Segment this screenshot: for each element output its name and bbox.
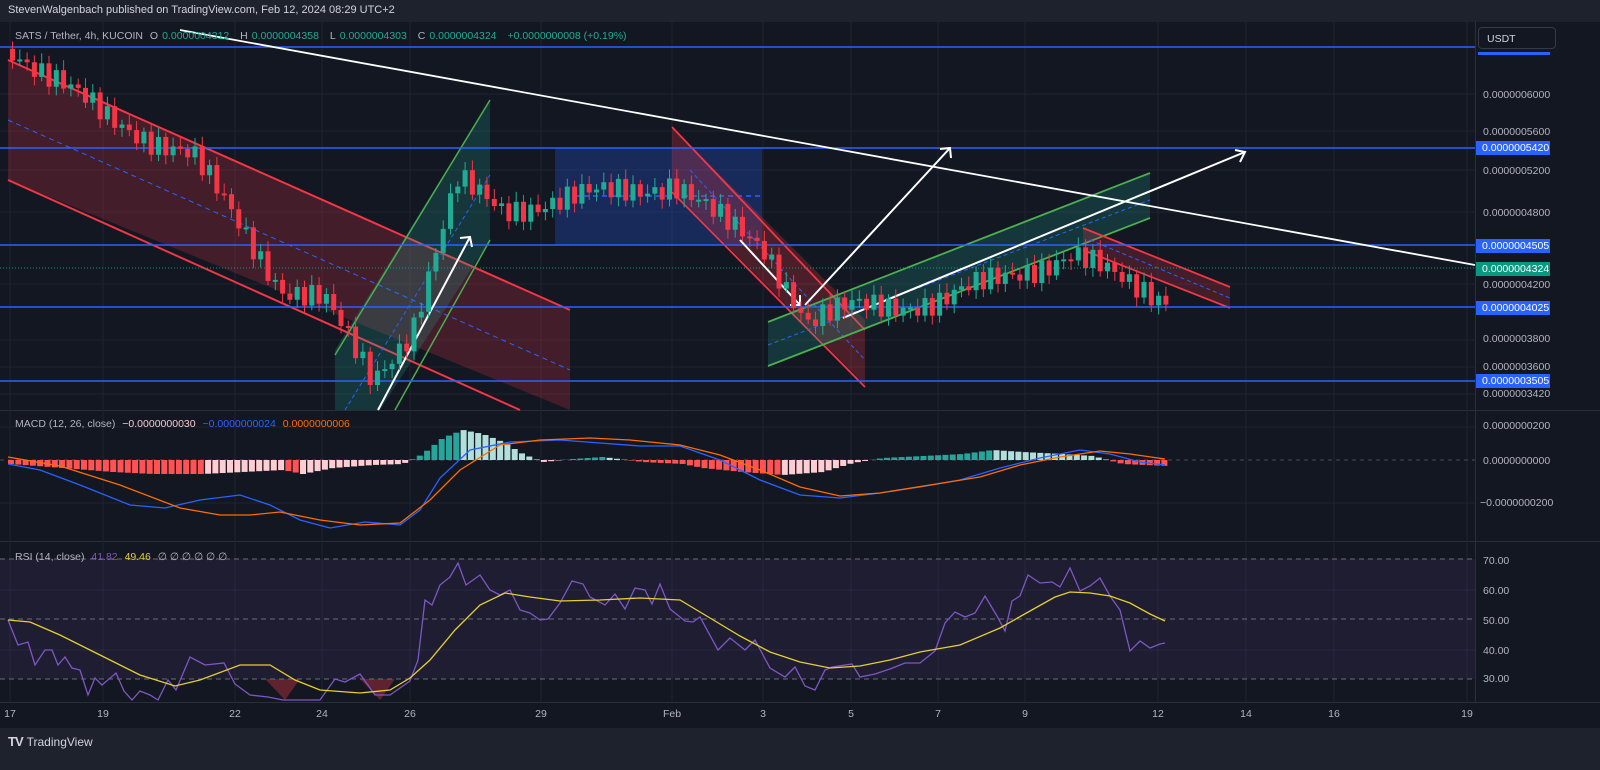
rsi-legend[interactable]: RSI (14, close) 41.82 49.46 ∅ ∅ ∅ ∅ ∅ ∅ <box>15 551 231 563</box>
time-tick: 22 <box>229 708 241 720</box>
rsi-tick: 70.00 <box>1483 555 1510 567</box>
price-tick: 0.0000003800 <box>1483 333 1551 345</box>
time-tick: 19 <box>97 708 109 720</box>
ohlc-low: L 0.0000004303 <box>329 30 407 42</box>
rsi-levels <box>0 558 1475 680</box>
signal-line <box>7 437 1166 526</box>
time-tick: 29 <box>535 708 547 720</box>
price-tick: 0.0000003600 <box>1483 361 1551 373</box>
time-tick: 9 <box>1022 708 1028 720</box>
last-price-tag: 0.0000004324 <box>1476 262 1550 276</box>
time-tick: 17 <box>4 708 16 720</box>
price-tick: 0.0000006000 <box>1483 89 1551 101</box>
macd-hist-value: −0.0000000030 <box>122 418 196 430</box>
rsi-ma-value: 49.46 <box>124 551 151 563</box>
rsi-tick: 30.00 <box>1483 673 1510 685</box>
rsi-extra: ∅ ∅ ∅ ∅ ∅ ∅ <box>157 551 228 563</box>
macd-tick: −0.0000000200 <box>1480 497 1554 509</box>
time-tick: 24 <box>316 708 328 720</box>
tradingview-logo-icon: TV <box>8 734 24 749</box>
ohlc-high: H 0.0000004358 <box>240 30 319 42</box>
currency-underline <box>1478 52 1550 55</box>
rsi-title: RSI (14, close) <box>15 551 85 563</box>
time-tick: 19 <box>1461 708 1473 720</box>
rsi-tick: 40.00 <box>1483 645 1510 657</box>
time-tick: 7 <box>935 708 941 720</box>
brand-name: TradingView <box>26 734 93 749</box>
time-tick: 14 <box>1240 708 1252 720</box>
rsi-line <box>7 561 1166 701</box>
level-tag: 0.0000004025 <box>1476 301 1550 315</box>
level-tag: 0.0000003505 <box>1476 374 1550 388</box>
ohlc-open: O 0.0000004312 <box>149 30 230 42</box>
time-tick: 3 <box>760 708 766 720</box>
vertical-grid <box>9 22 1468 702</box>
price-change: +0.0000000008 (+0.19%) <box>507 30 627 42</box>
time-tick: 26 <box>404 708 416 720</box>
rsi-tick: 50.00 <box>1483 615 1510 627</box>
footer-brand[interactable]: TV TradingView <box>8 734 93 749</box>
symbol-title: SATS / Tether, 4h, KUCOIN <box>15 30 143 42</box>
macd-legend[interactable]: MACD (12, 26, close) −0.0000000030 −0.00… <box>15 418 354 430</box>
price-tick: 0.0000004800 <box>1483 207 1551 219</box>
price-tick: 0.0000003420 <box>1483 388 1551 400</box>
time-tick: 12 <box>1152 708 1164 720</box>
macd-tick: 0.0000000000 <box>1483 455 1551 467</box>
level-tag: 0.0000005420 <box>1476 141 1550 155</box>
time-tick: 5 <box>848 708 854 720</box>
rsi-ma-line <box>7 591 1166 694</box>
rsi-tick: 60.00 <box>1483 585 1510 597</box>
descending-trendline <box>179 29 1476 266</box>
ohlc-close: C 0.0000004324 <box>417 30 497 42</box>
chart-area[interactable]: SATS / Tether, 4h, KUCOIN O 0.0000004312 … <box>0 22 1600 728</box>
macd-signal-value: 0.0000000006 <box>282 418 350 430</box>
publisher-line: StevenWalgenbach published on TradingVie… <box>8 4 395 16</box>
green-channel-1 <box>335 100 490 410</box>
rsi-value: 41.82 <box>91 551 118 563</box>
chart-canvas[interactable] <box>0 22 1600 728</box>
price-tick: 0.0000005600 <box>1483 126 1551 138</box>
candlesticks <box>10 41 1169 394</box>
horizontal-levels <box>0 46 1475 382</box>
macd-tick: 0.0000000200 <box>1483 420 1551 432</box>
macd-title: MACD (12, 26, close) <box>15 418 116 430</box>
currency-button[interactable]: USDT <box>1478 27 1556 49</box>
time-tick: Feb <box>662 708 682 720</box>
macd-line <box>7 439 1166 529</box>
time-tick: 16 <box>1328 708 1340 720</box>
price-tick: 0.0000005200 <box>1483 165 1551 177</box>
price-tick: 0.0000004200 <box>1483 279 1551 291</box>
symbol-legend[interactable]: SATS / Tether, 4h, KUCOIN O 0.0000004312 … <box>15 30 631 42</box>
projection-arrows <box>377 146 1247 411</box>
level-tag: 0.0000004505 <box>1476 239 1550 253</box>
macd-line-value: −0.0000000024 <box>202 418 276 430</box>
